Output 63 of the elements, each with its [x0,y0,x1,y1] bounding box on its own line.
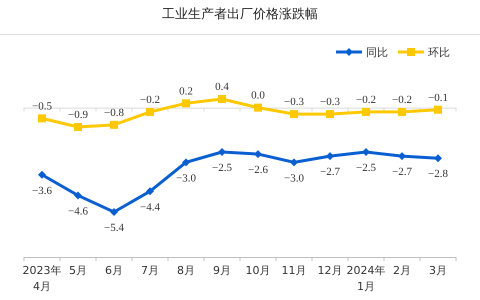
x-tick-label: 7月 [141,264,159,277]
point [254,104,262,112]
point [38,170,46,179]
data-label: 0.4 [215,81,230,93]
data-label: −0.2 [140,94,160,106]
x-tick-label: 3月 [429,264,447,277]
point [362,148,370,156]
legend-label: 环比 [428,46,450,59]
point [362,108,370,116]
point [434,106,442,114]
point [254,150,262,158]
data-label: 0.0 [251,90,266,102]
point [74,123,82,131]
data-label: −0.3 [284,96,304,108]
data-label: −3.0 [284,172,304,184]
x-tick-label: 8月 [177,264,195,277]
x-tick-label: 11月 [282,264,306,277]
data-label: −0.8 [104,106,124,119]
data-label: −2.5 [356,162,376,174]
legend-label: 同比 [366,46,388,59]
data-label: −0.2 [392,94,412,106]
data-label: −0.5 [32,100,52,112]
point [398,108,406,116]
point [218,95,226,103]
x-tick-label: 6月 [105,264,123,277]
data-label: −0.2 [356,94,376,106]
point [110,208,118,216]
x-tick-label: 12月 [318,264,342,277]
data-label: −0.3 [320,96,340,108]
point [74,191,82,200]
point [398,152,406,160]
point [290,158,298,166]
point [146,187,154,196]
point [434,154,442,162]
data-label: −4.6 [68,205,88,218]
point [182,158,190,166]
x-tick-label: 5月 [69,264,87,277]
point [182,99,190,108]
point [326,152,334,160]
data-label: −0.9 [68,109,88,121]
x-tick-label: 9月 [213,264,231,277]
data-label: −2.7 [320,166,340,178]
data-label: 0.2 [179,85,193,98]
data-label: −2.8 [428,168,448,180]
x-tick-label: 2月 [393,264,411,277]
point [326,110,334,118]
x-tick-label: 2023年 4月 [22,264,62,293]
data-label: −2.5 [212,162,232,174]
data-label: −4.4 [140,201,160,214]
data-label: −5.4 [104,222,124,234]
x-tick-label: 2024年 1月 [346,264,386,293]
data-label: −3.6 [32,184,52,197]
point [38,114,46,122]
data-label: −3.0 [176,172,196,184]
x-tick-label: 10月 [246,264,270,277]
chart-title: 工业生产者出厂价格涨跌幅 [162,7,318,22]
point [290,110,298,118]
point [218,148,226,156]
point [110,120,118,129]
data-label: −2.7 [392,166,412,178]
point [146,108,154,116]
data-label: −2.6 [248,164,268,176]
data-label: −0.1 [428,92,448,104]
